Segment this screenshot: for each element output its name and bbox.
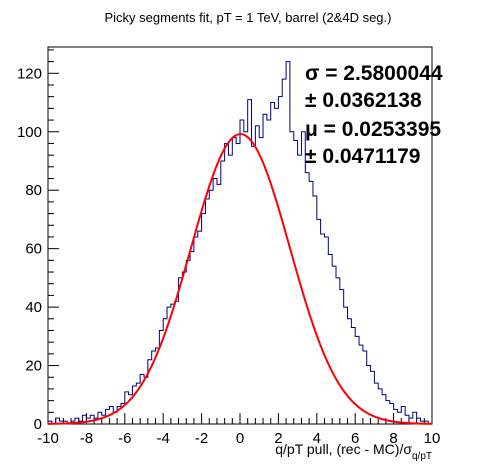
stat-sigma-error: ± 0.0362138: [305, 89, 422, 112]
y-tick-label: 40: [25, 299, 42, 316]
y-axis-ticks: [48, 49, 59, 425]
y-tick-label: 0: [34, 416, 42, 433]
x-axis-title: q/pT pull, (rec - MC)/σq/pT: [275, 441, 432, 462]
y-axis-tick-labels: 0 20 40 60 80 100 120: [17, 65, 42, 433]
stat-sigma: σ = 2.5800044: [305, 62, 443, 85]
x-tick-label: -10: [37, 430, 59, 447]
x-tick-label: 0: [236, 430, 244, 447]
x-axis-title-main: q/pT pull, (rec - MC)/σ: [275, 441, 412, 457]
stat-mu-error: ± 0.0471179: [305, 145, 420, 168]
y-tick-label: 60: [25, 241, 42, 258]
x-tick-label: 2: [274, 430, 282, 447]
histogram-series: [48, 61, 432, 425]
y-tick-label: 20: [25, 358, 42, 375]
gaussian-fit-curve: [47, 133, 433, 425]
y-tick-label: 100: [17, 124, 42, 141]
x-tick-label: -6: [118, 430, 131, 447]
x-tick-label: 6: [351, 430, 359, 447]
chart-title: Picky segments fit, pT = 1 TeV, barrel (…: [105, 10, 392, 25]
y-tick-label: 80: [25, 182, 42, 199]
x-axis-tick-labels: -10 -8 -6 -4 -2 0 2 4 6 8 10: [37, 430, 440, 447]
x-tick-label: 10: [424, 430, 441, 447]
stat-mu: μ = 0.0253395: [305, 118, 441, 141]
x-tick-label: -2: [195, 430, 208, 447]
x-tick-label: -4: [157, 430, 170, 447]
x-tick-label: -8: [80, 430, 93, 447]
x-tick-label: 4: [313, 430, 321, 447]
x-tick-label: 8: [389, 430, 397, 447]
x-axis-title-subscript: q/pT: [412, 451, 432, 462]
x-axis-ticks: [47, 413, 433, 424]
y-tick-label: 120: [17, 65, 42, 82]
